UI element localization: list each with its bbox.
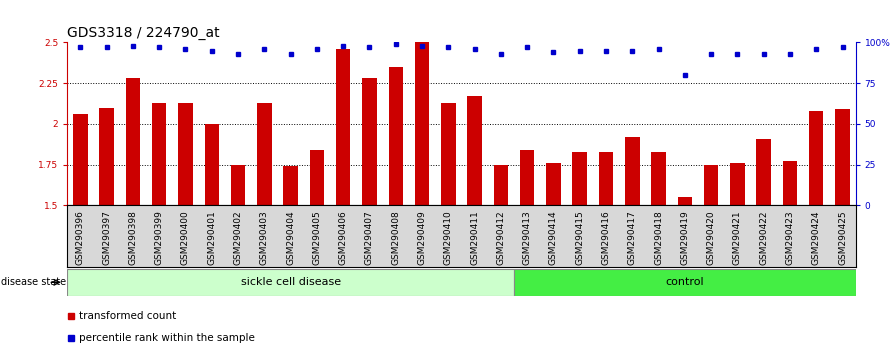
Bar bbox=[125, 78, 140, 205]
Text: GSM290407: GSM290407 bbox=[365, 210, 374, 265]
Text: GSM290406: GSM290406 bbox=[339, 210, 348, 265]
Text: GSM290405: GSM290405 bbox=[313, 210, 322, 265]
Text: GSM290397: GSM290397 bbox=[102, 210, 111, 265]
Bar bbox=[415, 42, 429, 205]
Text: percentile rank within the sample: percentile rank within the sample bbox=[80, 332, 255, 343]
Bar bbox=[204, 124, 219, 205]
Bar bbox=[257, 103, 271, 205]
Text: GSM290400: GSM290400 bbox=[181, 210, 190, 265]
Bar bbox=[835, 109, 849, 205]
Text: GSM290415: GSM290415 bbox=[575, 210, 584, 265]
Bar bbox=[547, 163, 561, 205]
Bar bbox=[730, 163, 745, 205]
Text: GSM290420: GSM290420 bbox=[707, 210, 716, 265]
Bar bbox=[520, 150, 534, 205]
FancyBboxPatch shape bbox=[67, 269, 514, 296]
Text: GSM290416: GSM290416 bbox=[601, 210, 610, 265]
Text: GSM290423: GSM290423 bbox=[786, 210, 795, 265]
Text: GDS3318 / 224790_at: GDS3318 / 224790_at bbox=[67, 26, 220, 40]
Text: GSM290396: GSM290396 bbox=[76, 210, 85, 265]
Bar bbox=[73, 114, 88, 205]
FancyBboxPatch shape bbox=[514, 269, 856, 296]
Text: GSM290413: GSM290413 bbox=[522, 210, 531, 265]
Bar bbox=[677, 197, 692, 205]
Text: GSM290410: GSM290410 bbox=[444, 210, 452, 265]
Bar bbox=[783, 161, 797, 205]
Bar bbox=[336, 49, 350, 205]
Bar bbox=[362, 78, 376, 205]
Bar bbox=[389, 67, 403, 205]
Bar bbox=[651, 152, 666, 205]
Bar bbox=[310, 150, 324, 205]
Bar bbox=[152, 103, 167, 205]
Text: GSM290419: GSM290419 bbox=[680, 210, 689, 265]
Bar bbox=[704, 165, 719, 205]
Text: GSM290403: GSM290403 bbox=[260, 210, 269, 265]
Bar bbox=[178, 103, 193, 205]
Bar bbox=[809, 111, 823, 205]
Bar bbox=[231, 165, 246, 205]
Bar bbox=[494, 165, 508, 205]
Text: GSM290404: GSM290404 bbox=[286, 210, 295, 265]
Text: sickle cell disease: sickle cell disease bbox=[240, 277, 340, 287]
Text: GSM290402: GSM290402 bbox=[234, 210, 243, 265]
Bar bbox=[756, 138, 771, 205]
Text: transformed count: transformed count bbox=[80, 311, 177, 321]
Text: GSM290414: GSM290414 bbox=[549, 210, 558, 265]
Bar bbox=[441, 103, 455, 205]
Text: GSM290408: GSM290408 bbox=[392, 210, 401, 265]
Text: disease state: disease state bbox=[1, 277, 66, 287]
Text: GSM290399: GSM290399 bbox=[155, 210, 164, 265]
Text: GSM290424: GSM290424 bbox=[812, 210, 821, 265]
Text: control: control bbox=[666, 277, 704, 287]
Text: GSM290398: GSM290398 bbox=[128, 210, 137, 265]
Bar bbox=[625, 137, 640, 205]
Bar bbox=[599, 152, 613, 205]
Text: GSM290425: GSM290425 bbox=[838, 210, 847, 265]
Text: GSM290417: GSM290417 bbox=[628, 210, 637, 265]
Text: GSM290422: GSM290422 bbox=[759, 210, 768, 265]
Text: GSM290401: GSM290401 bbox=[207, 210, 216, 265]
Bar bbox=[99, 108, 114, 205]
Text: GSM290418: GSM290418 bbox=[654, 210, 663, 265]
Bar bbox=[283, 166, 297, 205]
Bar bbox=[573, 152, 587, 205]
Bar bbox=[468, 96, 482, 205]
Text: GSM290421: GSM290421 bbox=[733, 210, 742, 265]
Text: GSM290412: GSM290412 bbox=[496, 210, 505, 265]
Text: GSM290411: GSM290411 bbox=[470, 210, 479, 265]
Text: GSM290409: GSM290409 bbox=[418, 210, 426, 265]
